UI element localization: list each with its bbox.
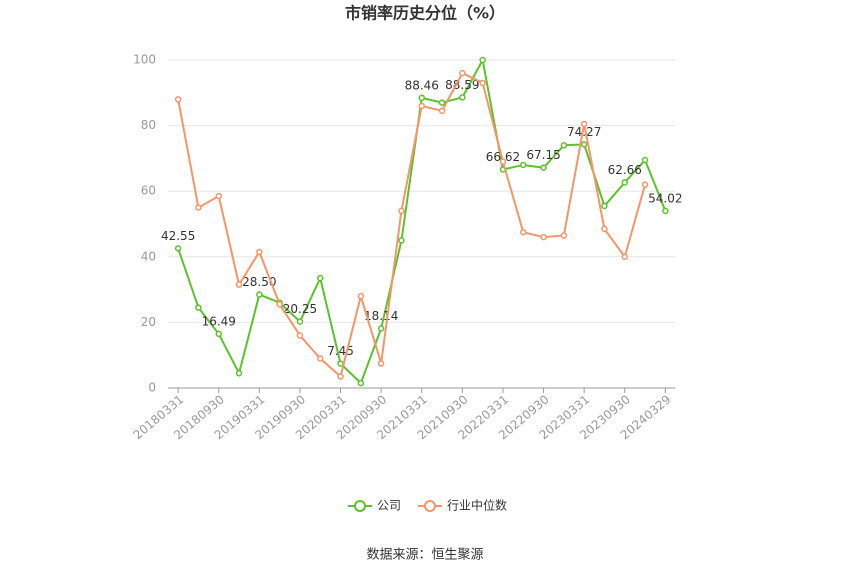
point: [296, 318, 304, 325]
point: [215, 330, 222, 338]
point: [256, 291, 263, 298]
source-note: 数据来源：恒生聚源: [366, 548, 483, 563]
point: [235, 281, 243, 288]
legend-label: 公司: [377, 499, 401, 513]
y-tick-label: 100: [133, 53, 156, 67]
data-label: 67.15: [526, 148, 560, 162]
point: [317, 274, 324, 282]
point: [621, 253, 628, 261]
point: [337, 360, 344, 367]
point: [479, 79, 486, 87]
point: [641, 181, 649, 188]
data-label: 20.25: [283, 302, 317, 316]
data-label: 7.45: [327, 344, 354, 358]
data-label: 18.14: [364, 309, 398, 323]
point: [276, 301, 283, 308]
point: [459, 69, 466, 77]
point: [438, 107, 446, 115]
data-label: 16.49: [202, 314, 236, 328]
data-label: 74.27: [567, 125, 601, 139]
point: [418, 94, 425, 102]
point: [174, 245, 182, 252]
point: [560, 232, 568, 239]
point: [337, 373, 344, 380]
point: [540, 164, 547, 171]
point: [520, 228, 527, 236]
point: [459, 94, 466, 101]
point: [235, 369, 243, 377]
point: [438, 99, 446, 106]
point: [256, 248, 263, 256]
series-line: [177, 71, 647, 379]
point: [580, 141, 588, 148]
legend-label: 行业中位数: [447, 498, 507, 513]
point: [317, 355, 324, 362]
point: [499, 158, 507, 165]
y-tick-label: 40: [141, 249, 156, 263]
point: [195, 304, 202, 311]
data-label: 54.02: [648, 191, 682, 205]
chart-title: 市销率历史分位（%）: [345, 4, 505, 23]
point: [662, 207, 669, 215]
point: [174, 96, 182, 103]
point: [601, 202, 608, 210]
point: [520, 161, 527, 169]
point: [296, 332, 304, 339]
point: [357, 292, 365, 300]
point: [377, 360, 385, 367]
data-label: 42.55: [161, 229, 195, 243]
y-tick-label: 80: [141, 118, 156, 132]
point: [580, 120, 588, 128]
data-label: 62.66: [608, 163, 642, 177]
point: [621, 179, 628, 186]
point: [479, 56, 486, 64]
data-label: 28.50: [242, 275, 276, 289]
legend-marker: [354, 500, 366, 512]
point: [560, 142, 568, 149]
y-tick-label: 0: [148, 381, 156, 395]
point: [195, 204, 202, 211]
point: [398, 237, 405, 244]
point: [377, 325, 385, 332]
point: [540, 233, 547, 241]
data-label: 88.46: [405, 78, 439, 92]
point: [398, 207, 405, 215]
point: [418, 102, 425, 110]
point: [601, 225, 608, 233]
point: [641, 156, 649, 164]
point: [357, 379, 365, 387]
point: [215, 192, 222, 200]
y-tick-label: 20: [141, 315, 156, 329]
legend-marker: [424, 500, 436, 512]
y-tick-label: 60: [141, 184, 156, 198]
data-label: 66.62: [486, 150, 520, 164]
